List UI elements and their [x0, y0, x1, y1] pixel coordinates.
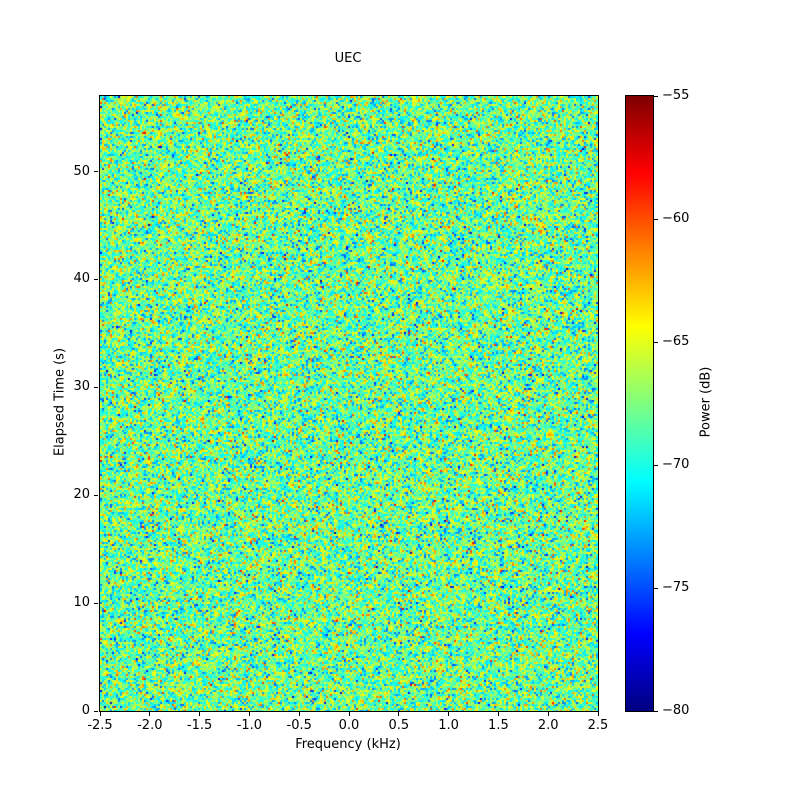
colorbar-tick-mark	[654, 464, 658, 466]
x-tick-label: -2.0	[137, 718, 163, 733]
y-tick-label: 10	[73, 595, 90, 611]
colorbar-tick-label: −70	[662, 457, 690, 472]
colorbar-tick-label: −60	[662, 211, 690, 226]
plot-area	[99, 95, 599, 712]
x-tick-mark	[149, 712, 151, 716]
x-tick-label: 1.5	[488, 718, 509, 733]
colorbar-tick-mark	[654, 218, 658, 220]
x-tick-label: 1.0	[438, 718, 459, 733]
y-tick-mark	[94, 278, 98, 280]
x-tick-mark	[199, 712, 201, 716]
x-tick-mark	[547, 712, 549, 716]
x-tick-mark	[398, 712, 400, 716]
x-tick-label: -0.5	[286, 718, 312, 733]
x-tick-mark	[99, 712, 101, 716]
x-tick-label: 0.5	[388, 718, 410, 733]
y-tick-label: 50	[73, 163, 90, 179]
y-tick-mark	[94, 602, 98, 604]
x-tick-label: -1.0	[236, 718, 263, 733]
y-tick-label: 30	[73, 379, 90, 395]
x-tick-label: -1.5	[186, 718, 213, 733]
x-tick-mark	[348, 712, 350, 716]
colorbar-tick-mark	[654, 341, 658, 343]
y-tick-label: 0	[81, 703, 90, 718]
x-tick-mark	[298, 712, 300, 716]
y-tick-mark	[94, 386, 98, 388]
x-tick-label: 2.0	[537, 718, 559, 733]
x-tick-label: 2.5	[587, 718, 609, 733]
colorbar-tick-mark	[654, 710, 658, 712]
colorbar	[625, 95, 654, 712]
x-axis-label: Frequency (kHz)	[295, 737, 401, 752]
x-tick-label: 0.0	[338, 718, 360, 733]
spectrogram-canvas	[100, 96, 598, 711]
y-tick-mark	[94, 494, 98, 496]
colorbar-tick-label: −55	[662, 88, 690, 103]
x-tick-label: -2.5	[87, 718, 113, 733]
x-tick-mark	[248, 712, 250, 716]
x-tick-mark	[597, 712, 599, 716]
y-tick-label: 20	[73, 487, 90, 503]
colorbar-tick-mark	[654, 587, 658, 589]
colorbar-tick-label: −80	[662, 703, 690, 718]
colorbar-tick-label: −65	[662, 334, 690, 349]
plot-title: UEC	[334, 51, 362, 66]
y-tick-label: 40	[73, 271, 90, 287]
y-tick-mark	[94, 710, 98, 712]
y-tick-mark	[94, 171, 98, 173]
colorbar-tick-mark	[654, 95, 658, 97]
colorbar-tick-label: −75	[662, 580, 690, 595]
x-tick-mark	[448, 712, 450, 716]
x-tick-mark	[497, 712, 499, 716]
